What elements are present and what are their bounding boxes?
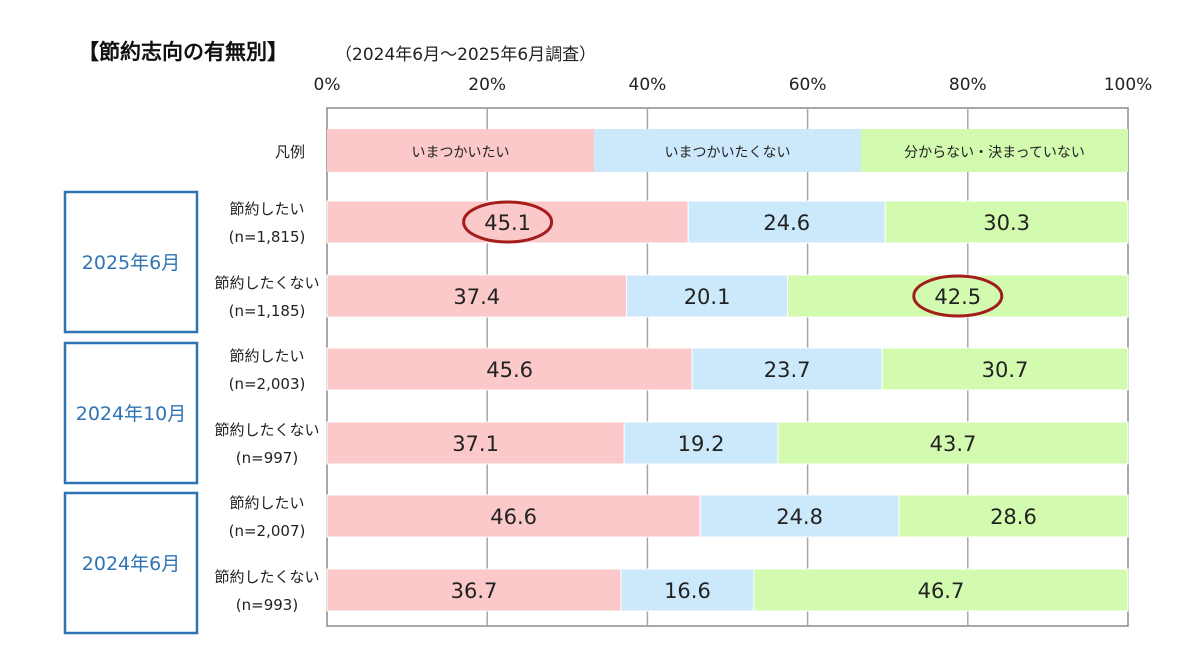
bar-1-0 xyxy=(326,274,628,318)
value-label-2-2: 30.7 xyxy=(982,358,1029,382)
value-label-5-1: 16.6 xyxy=(664,579,711,603)
legend-swatch-2 xyxy=(861,129,1128,172)
value-label-0-0: 45.1 xyxy=(484,211,531,235)
bar-2-1 xyxy=(691,347,883,391)
group-label-0: 2025年6月 xyxy=(82,252,180,274)
x-tick-label-4: 80% xyxy=(949,75,987,95)
x-tick-label-3: 60% xyxy=(789,75,827,95)
bar-4-1 xyxy=(699,494,900,538)
value-label-3-2: 43.7 xyxy=(930,432,977,456)
bar-1-2 xyxy=(787,274,1129,318)
row-label-5: 節約したくない xyxy=(214,568,319,586)
row-label-2: 節約したい xyxy=(229,347,304,365)
value-label-0-1: 24.6 xyxy=(763,211,810,235)
row-n-label-4: (n=2,007) xyxy=(229,522,306,540)
row-label-3: 節約したくない xyxy=(214,421,319,439)
value-label-5-2: 46.7 xyxy=(918,579,965,603)
bar-5-1 xyxy=(620,568,755,612)
x-tick-label-1: 20% xyxy=(468,75,506,95)
legend-label-0: いまつかいたい xyxy=(412,145,510,161)
x-tick-label-5: 100% xyxy=(1104,75,1153,95)
row-n-label-2: (n=2,003) xyxy=(229,375,306,393)
highlight-circle-1 xyxy=(912,274,1004,318)
bar-4-2 xyxy=(898,494,1129,538)
group-box-2 xyxy=(63,491,199,635)
group-box-1 xyxy=(63,341,199,485)
x-tick-label-0: 0% xyxy=(314,75,341,95)
bar-4-0 xyxy=(326,494,701,538)
bar-1-1 xyxy=(626,274,789,318)
bar-3-2 xyxy=(777,421,1129,465)
x-tick-label-2: 40% xyxy=(629,75,667,95)
value-label-3-1: 19.2 xyxy=(678,432,725,456)
group-box-0 xyxy=(63,190,199,334)
value-label-0-2: 30.3 xyxy=(983,211,1030,235)
value-label-4-1: 24.8 xyxy=(776,505,823,529)
value-label-5-0: 36.7 xyxy=(451,579,498,603)
bar-3-1 xyxy=(623,421,779,465)
row-n-label-0: (n=1,815) xyxy=(229,228,306,246)
row-n-label-3: (n=997) xyxy=(236,449,298,467)
chart-subtitle: （2024年6月～2025年6月調査） xyxy=(335,45,597,65)
legend-swatch-1 xyxy=(594,129,861,172)
value-label-3-0: 37.1 xyxy=(452,432,499,456)
legend-swatch-0 xyxy=(327,129,594,172)
bar-2-2 xyxy=(881,347,1129,391)
legend-row-label: 凡例 xyxy=(275,143,305,161)
highlight-circle-0 xyxy=(462,200,554,244)
row-label-0: 節約したい xyxy=(229,200,304,218)
value-label-1-2: 42.5 xyxy=(934,285,981,309)
row-label-1: 節約したくない xyxy=(214,274,319,292)
value-label-1-1: 20.1 xyxy=(684,285,731,309)
value-label-4-0: 46.6 xyxy=(490,505,537,529)
value-label-4-2: 28.6 xyxy=(990,505,1037,529)
value-label-1-0: 37.4 xyxy=(453,285,500,309)
row-label-4: 節約したい xyxy=(229,494,304,512)
bar-0-0 xyxy=(326,200,689,244)
bar-0-2 xyxy=(884,200,1129,244)
legend-label-2: 分からない・決まっていない xyxy=(904,145,1085,161)
bar-3-0 xyxy=(326,421,625,465)
group-label-2: 2024年6月 xyxy=(82,553,180,575)
row-n-label-1: (n=1,185) xyxy=(229,302,306,320)
value-label-2-1: 23.7 xyxy=(764,358,811,382)
bar-5-2 xyxy=(753,568,1129,612)
value-label-2-0: 45.6 xyxy=(486,358,533,382)
chart-title: 【節約志向の有無別】 xyxy=(78,40,288,64)
legend-label-1: いまつかいたくない xyxy=(665,145,791,161)
bar-0-1 xyxy=(687,200,886,244)
row-n-label-5: (n=993) xyxy=(236,596,298,614)
group-label-1: 2024年10月 xyxy=(76,403,187,425)
